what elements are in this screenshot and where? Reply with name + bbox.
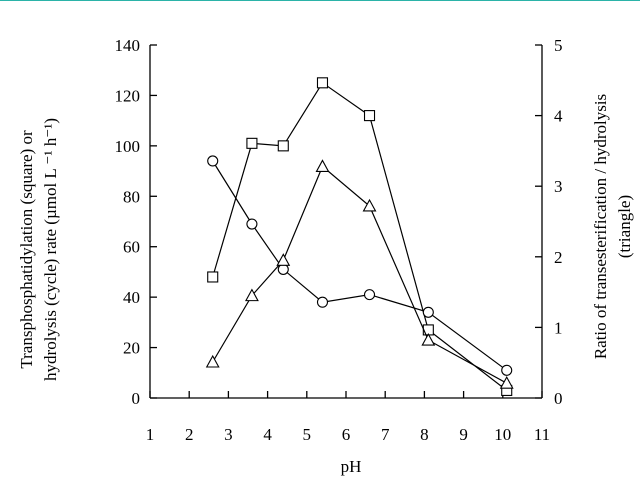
y-tick-label: 80 [123, 187, 140, 206]
triangle-point [315, 159, 330, 172]
x-tick-label: 5 [303, 425, 312, 444]
y2-axis-title-line-2: (triangle) [615, 195, 634, 258]
y-tick-label: 60 [123, 238, 140, 257]
x-tick-label: 8 [420, 425, 429, 444]
y-tick-label: 140 [115, 36, 141, 55]
y-axis-title-line-1: Transphosphatidylation (square) or [17, 130, 36, 369]
x-tick-label: 6 [342, 425, 351, 444]
y2-tick-label: 3 [554, 177, 563, 196]
triangle-series-line [212, 165, 507, 384]
triangle-point [421, 332, 436, 346]
x-tick-label: 10 [494, 425, 511, 444]
circle-point [316, 296, 329, 308]
circle-series-line [212, 160, 508, 371]
circle-point [277, 263, 289, 275]
circle-point [207, 155, 219, 167]
y2-tick-label: 1 [554, 318, 563, 337]
triangle-point [205, 354, 220, 368]
y-tick-label: 20 [123, 339, 140, 358]
square-point [246, 137, 258, 149]
x-tick-label: 1 [146, 425, 155, 444]
top-rule [0, 0, 640, 1]
square-point [277, 140, 289, 152]
y-tick-label: 40 [123, 288, 140, 307]
circle-point [246, 218, 258, 230]
square-point [363, 110, 376, 122]
circle-point [363, 289, 376, 301]
y2-tick-label: 5 [554, 36, 563, 55]
y2-tick-label: 2 [554, 248, 563, 267]
square-series-line [212, 81, 508, 391]
circle-point [422, 306, 434, 318]
x-axis-title: pH [341, 457, 362, 476]
x-tick-label: 2 [185, 425, 194, 444]
x-tick-label: 7 [381, 425, 390, 444]
triangle-point [499, 376, 514, 389]
y2-axis-title-line-1: Ratio of transesterification / hydrolysi… [591, 94, 610, 359]
square-point [316, 77, 329, 89]
y-axis-title-line-2: hydrolysis (cycle) rate (µmol L ⁻¹ h⁻¹) [41, 118, 60, 381]
triangle-point [244, 288, 259, 302]
square-point [207, 271, 219, 283]
y-tick-label: 100 [115, 137, 141, 156]
series-layer [205, 77, 514, 396]
y2-tick-label: 4 [554, 107, 563, 126]
y-tick-label: 120 [115, 86, 141, 105]
triangle-point [276, 253, 291, 266]
triangle-point [362, 198, 377, 212]
circle-point [501, 364, 513, 376]
x-tick-label: 9 [459, 425, 468, 444]
x-tick-label: 3 [224, 425, 233, 444]
x-tick-label: 4 [263, 425, 272, 444]
y2-tick-label: 0 [554, 389, 563, 408]
y-tick-label: 0 [132, 389, 141, 408]
x-tick-label: 11 [534, 425, 550, 444]
